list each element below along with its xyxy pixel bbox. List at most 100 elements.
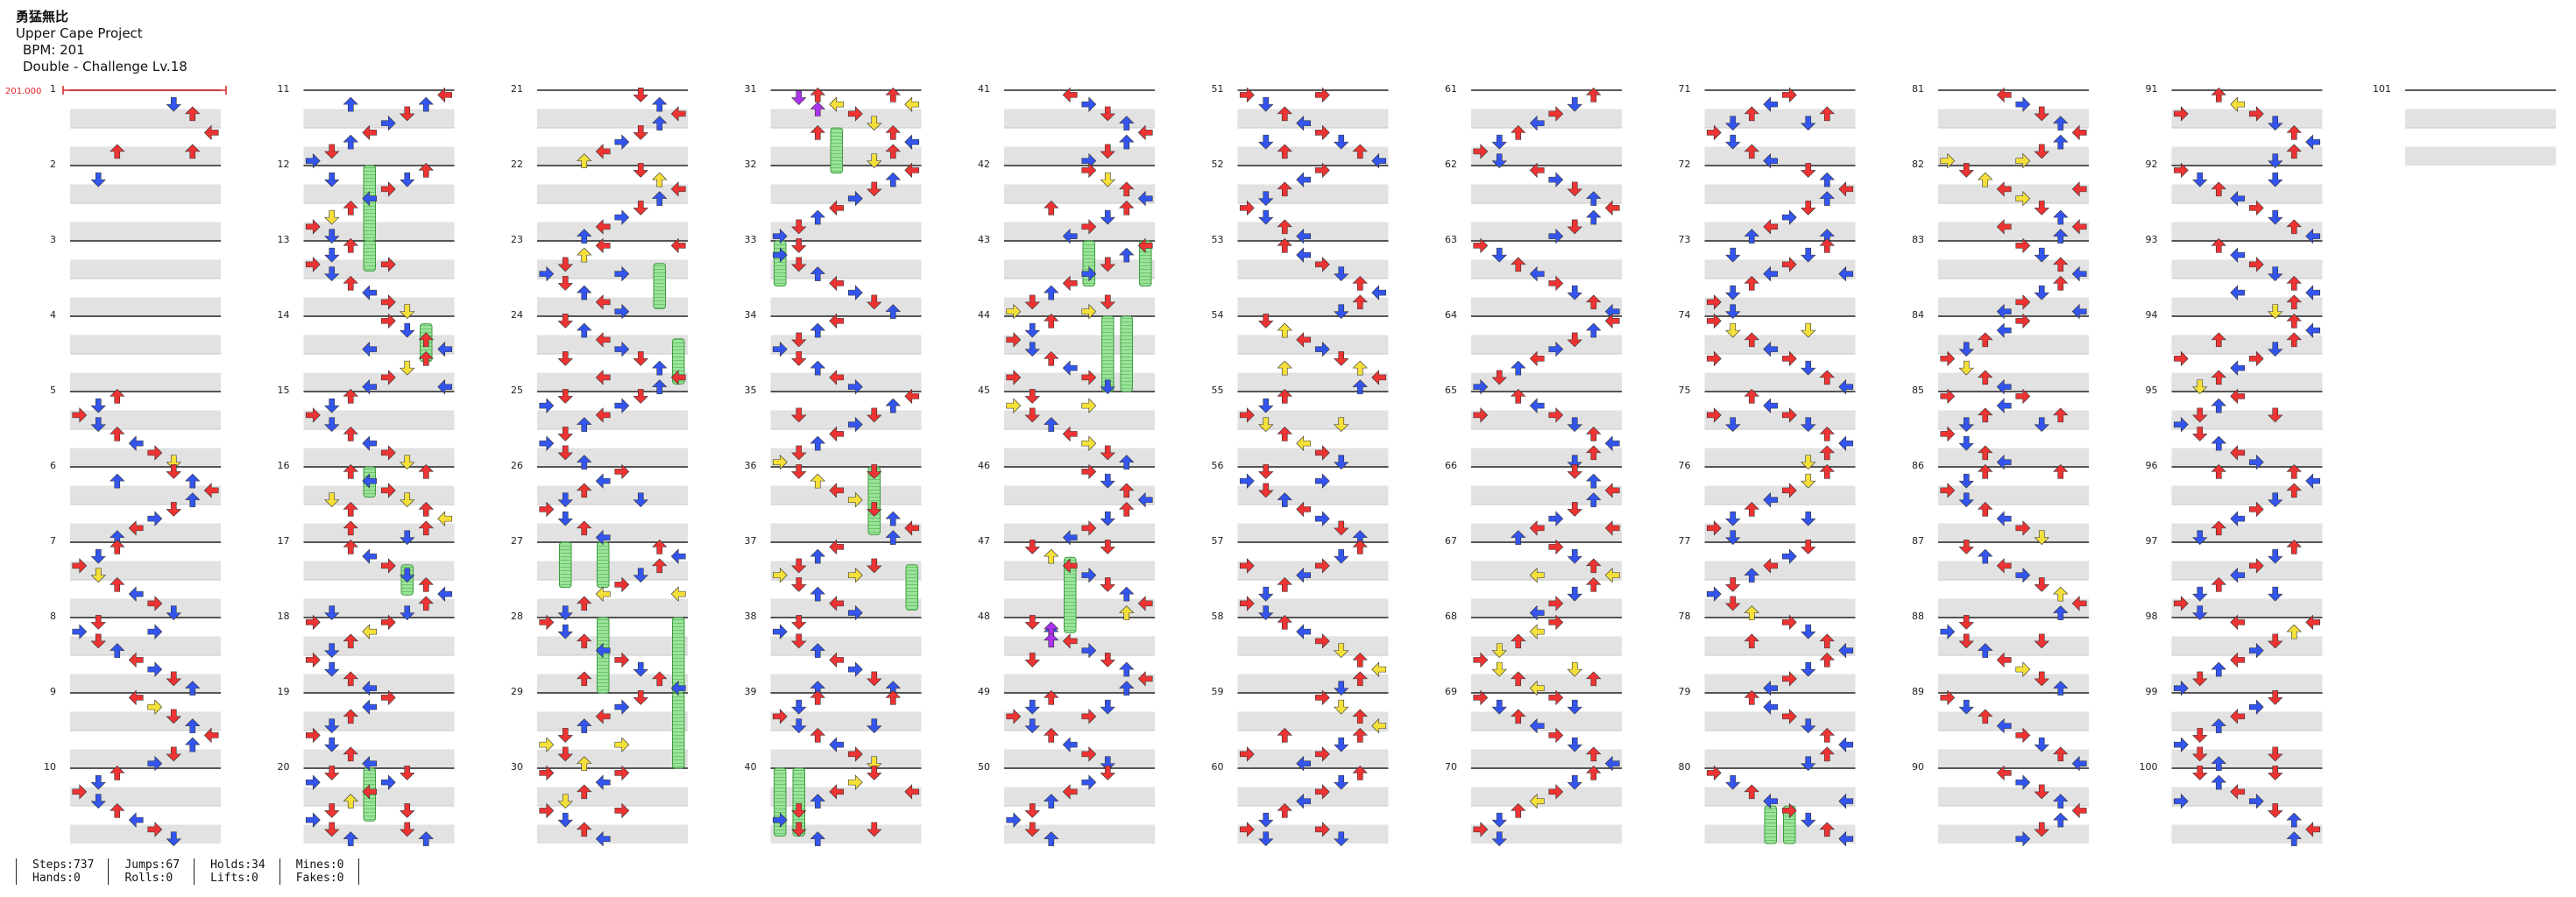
beat-band [1004, 109, 1155, 128]
beat-band [537, 523, 688, 542]
beat-band [303, 448, 455, 467]
beat-band [537, 561, 688, 580]
beat-band [1938, 787, 2089, 806]
beat-band [303, 259, 455, 279]
measure-number: 43 [978, 234, 990, 245]
beat-band [1237, 749, 1389, 768]
beat-band [2171, 749, 2323, 768]
beat-band [70, 636, 221, 655]
beat-band [1938, 335, 2089, 354]
beat-band [1704, 523, 1856, 542]
beat-band [1938, 674, 2089, 693]
beat-band [1004, 561, 1155, 580]
beat-band [1471, 222, 1622, 241]
beat-band [70, 711, 221, 731]
measure-number: 34 [745, 309, 757, 321]
beat-band [1237, 109, 1389, 128]
beat-band [1471, 523, 1622, 542]
beat-band [770, 711, 922, 731]
measure-number: 12 [278, 159, 290, 170]
beat-band [1237, 146, 1389, 166]
measure-number: 99 [2146, 686, 2158, 697]
beat-band [1471, 297, 1622, 316]
beat-band [1004, 749, 1155, 768]
measure-number: 69 [1445, 686, 1457, 697]
beat-band [1704, 598, 1856, 618]
measure-number: 96 [2146, 460, 2158, 471]
hold-note [672, 692, 685, 769]
beat-band [2171, 184, 2323, 203]
measure-number: 76 [1679, 460, 1691, 471]
beat-band [1237, 636, 1389, 655]
beat-band [70, 222, 221, 241]
measure-number: 90 [1912, 761, 1924, 773]
beat-band [2171, 297, 2323, 316]
beat-band [1237, 561, 1389, 580]
beat-band [537, 410, 688, 429]
step-chart: 1234567891011121314151617181920212223242… [5, 83, 2556, 847]
measure-number: 56 [1212, 460, 1224, 471]
measure-number: 30 [511, 761, 523, 773]
beat-band [1471, 109, 1622, 128]
beat-band [1004, 184, 1155, 203]
stat-lifts: Lifts:0 [210, 872, 258, 885]
beat-band [770, 485, 922, 505]
measure-number: 20 [278, 761, 290, 773]
beat-band [1237, 787, 1389, 806]
beat-band [1237, 674, 1389, 693]
measure-number: 19 [278, 686, 290, 697]
measure-number: 72 [1679, 159, 1691, 170]
measure-number: 33 [745, 234, 757, 245]
beat-band [303, 410, 455, 429]
measure-number: 88 [1912, 611, 1924, 622]
hold-note [1120, 315, 1133, 392]
beat-band [770, 335, 922, 354]
measure-number: 81 [1912, 83, 1924, 95]
measure-number: 89 [1912, 686, 1924, 697]
beat-band [1704, 109, 1856, 128]
measure-number: 78 [1679, 611, 1691, 622]
measure-number: 61 [1445, 83, 1457, 95]
measure-number: 8 [50, 611, 56, 622]
hold-note [905, 564, 918, 611]
beat-band [1237, 485, 1389, 505]
beat-band [1704, 636, 1856, 655]
beat-band [1471, 372, 1622, 392]
beat-band [1704, 184, 1856, 203]
beat-band [1471, 146, 1622, 166]
beat-band [2171, 485, 2323, 505]
beat-band [1237, 335, 1389, 354]
beat-band [1704, 372, 1856, 392]
beat-band [1704, 448, 1856, 467]
measure-number: 58 [1212, 611, 1224, 622]
measure-number: 52 [1212, 159, 1224, 170]
beat-band [1471, 824, 1622, 844]
beat-band [770, 561, 922, 580]
beat-band [1938, 485, 2089, 505]
beat-band [770, 297, 922, 316]
measure-number: 13 [278, 234, 290, 245]
beat-band [1938, 561, 2089, 580]
beat-band [770, 410, 922, 429]
beat-band [537, 448, 688, 467]
measure-number: 26 [511, 460, 523, 471]
beat-band [1237, 259, 1389, 279]
measure-number: 53 [1212, 234, 1224, 245]
beat-band [537, 787, 688, 806]
beat-band [1237, 184, 1389, 203]
beat-band [303, 372, 455, 392]
beat-band [537, 824, 688, 844]
beat-band [1004, 485, 1155, 505]
beat-band [1004, 297, 1155, 316]
beat-band [1938, 711, 2089, 731]
beat-band [1004, 824, 1155, 844]
beat-band [1237, 297, 1389, 316]
beat-band [537, 297, 688, 316]
beat-band [1237, 448, 1389, 467]
beat-band [770, 787, 922, 806]
beat-band [1938, 448, 2089, 467]
beat-band [1004, 259, 1155, 279]
beat-band [303, 674, 455, 693]
beat-band [1004, 372, 1155, 392]
beat-band [537, 636, 688, 655]
